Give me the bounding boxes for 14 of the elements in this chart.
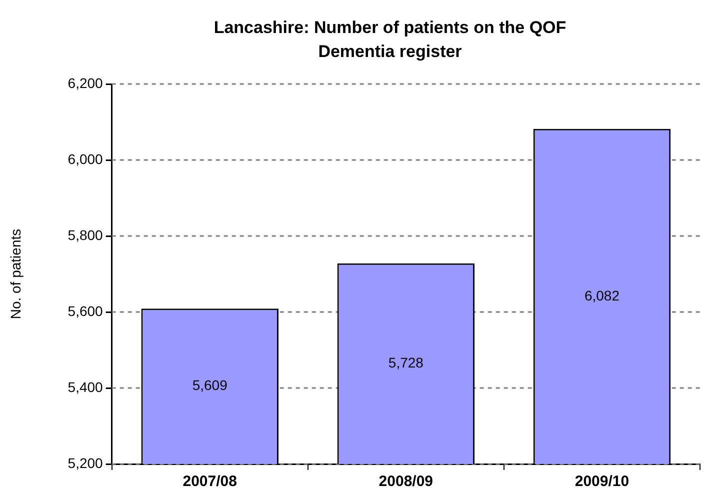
x-tick-label: 2009/10 xyxy=(574,473,630,490)
y-tick-label: 6,200 xyxy=(68,74,104,91)
x-tick-label: 2008/09 xyxy=(378,473,434,490)
y-tick-label: 6,000 xyxy=(68,150,104,167)
y-tick-label: 5,800 xyxy=(68,226,104,243)
y-tick-label: 5,600 xyxy=(68,302,104,319)
data-label: 5,609 xyxy=(192,377,228,394)
data-label: 5,728 xyxy=(388,354,424,371)
y-tick-label: 5,400 xyxy=(68,378,104,395)
x-tick-label: 2007/08 xyxy=(182,473,237,490)
chart-title: Lancashire: Number of patients on the QOF Dementia register xyxy=(212,17,568,63)
y-tick-label: 5,200 xyxy=(68,454,104,471)
y-axis-title: No. of patients xyxy=(7,228,24,320)
data-label: 6,082 xyxy=(584,287,620,304)
